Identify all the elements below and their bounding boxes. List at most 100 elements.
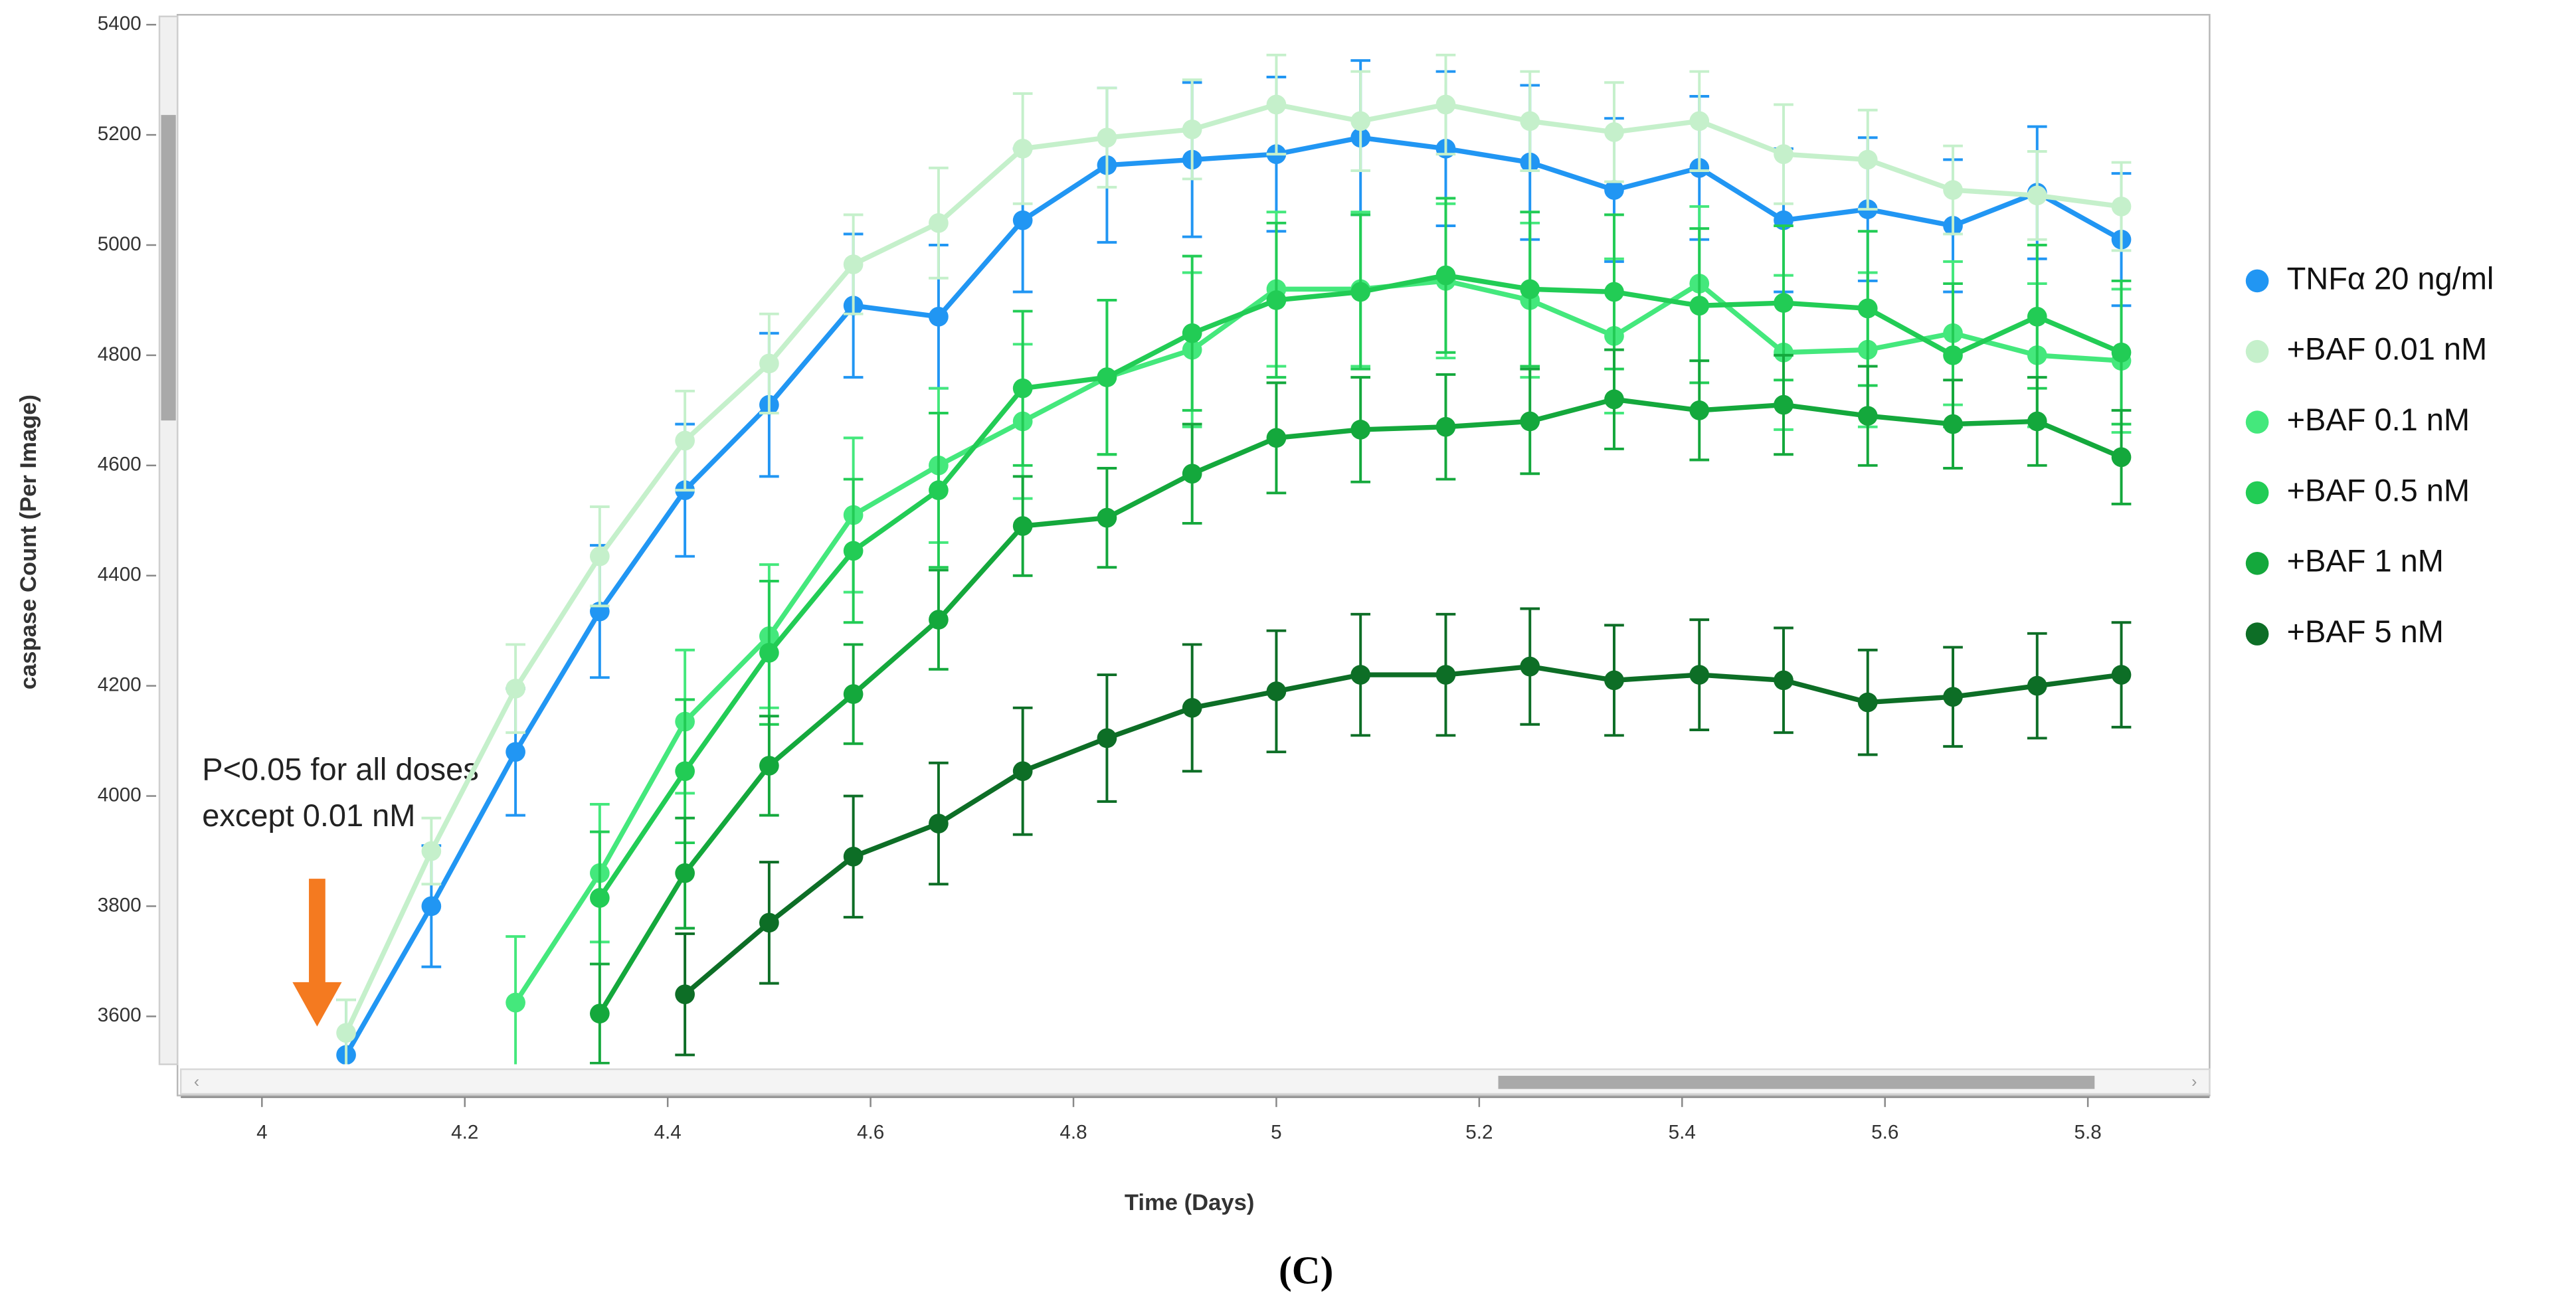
data-point — [1604, 282, 1624, 302]
data-point — [1350, 111, 1371, 131]
plot-area — [336, 53, 2132, 1065]
y-tick-label: 3800 — [98, 894, 141, 916]
data-point — [336, 1023, 356, 1043]
caption: (C) — [1279, 1249, 1333, 1292]
data-point — [1520, 111, 1540, 131]
data-point — [2111, 342, 2132, 363]
data-point — [1689, 296, 1710, 316]
data-point — [1774, 394, 1794, 415]
data-point — [1943, 180, 1963, 200]
legend-label: TNFα 20 ng/ml — [2287, 260, 2494, 296]
data-point — [2027, 307, 2047, 327]
data-point — [1266, 290, 1287, 310]
data-point — [1689, 400, 1710, 420]
h-scroll-thumb[interactable] — [1498, 1075, 2095, 1089]
data-point — [929, 213, 949, 233]
x-tick-label: 4.2 — [451, 1121, 478, 1143]
data-point — [2111, 665, 2132, 685]
x-tick-label: 5.2 — [1465, 1121, 1493, 1143]
data-point — [1857, 692, 1878, 713]
y-tick-label: 4200 — [98, 673, 141, 695]
y-tick-label: 5000 — [98, 233, 141, 255]
x-axis-title: Time (Days) — [1125, 1190, 1255, 1215]
x-tick-label: 5.4 — [1669, 1121, 1696, 1143]
legend-marker — [2245, 481, 2269, 505]
data-point — [1520, 656, 1540, 677]
y-tick-label: 4000 — [98, 784, 141, 806]
y-tick-label: 5400 — [98, 13, 141, 35]
data-point — [1520, 411, 1540, 432]
annotation-line: except 0.01 nM — [202, 798, 415, 833]
legend-marker — [2245, 410, 2269, 434]
data-point — [929, 307, 949, 327]
x-tick-label: 4 — [256, 1121, 268, 1143]
data-point — [675, 430, 695, 451]
data-point — [1857, 406, 1878, 426]
data-point — [1435, 94, 1456, 115]
x-tick-label: 4.8 — [1059, 1121, 1087, 1143]
data-point — [1604, 122, 1624, 142]
legend-marker — [2245, 551, 2269, 575]
legend-label: +BAF 0.5 nM — [2287, 472, 2470, 507]
series-line — [683, 663, 2122, 997]
data-point — [1943, 687, 1963, 707]
data-point — [843, 846, 864, 867]
arrow — [292, 879, 342, 1027]
y-tick-label: 3600 — [98, 1004, 141, 1026]
data-point — [1943, 414, 1963, 434]
data-point — [1182, 464, 1202, 484]
data-point — [1435, 416, 1456, 437]
data-point — [421, 841, 442, 861]
y-tick-label: 4400 — [98, 564, 141, 586]
data-point — [1012, 138, 1033, 159]
data-point — [1266, 681, 1287, 701]
v-scroll-thumb[interactable] — [161, 115, 176, 421]
data-point — [590, 888, 610, 908]
data-point — [843, 684, 864, 704]
legend-label: +BAF 0.01 nM — [2287, 331, 2488, 367]
x-tick-label: 4.4 — [654, 1121, 682, 1143]
x-tick-label: 5.6 — [1871, 1121, 1898, 1143]
data-point — [590, 1004, 610, 1024]
series-line — [513, 278, 2122, 1004]
data-point — [1774, 144, 1794, 164]
data-point — [1012, 210, 1033, 230]
data-point — [1266, 94, 1287, 115]
data-point — [421, 896, 442, 917]
data-point — [1435, 265, 1456, 286]
data-point — [1857, 298, 1878, 319]
data-point — [1689, 111, 1710, 131]
data-point — [929, 610, 949, 630]
data-point — [1689, 665, 1710, 685]
data-point — [843, 254, 864, 274]
data-point — [506, 992, 525, 1013]
y-tick-label: 4800 — [98, 343, 141, 365]
data-point — [1774, 670, 1794, 691]
data-point — [1604, 670, 1624, 691]
x-tick-label: 5 — [1271, 1121, 1282, 1143]
data-point — [759, 643, 779, 663]
y-axis-title: caspase Count (Per Image) — [16, 394, 41, 689]
data-point — [1012, 378, 1033, 398]
data-point — [506, 742, 525, 762]
y-tick-label: 4600 — [98, 454, 141, 476]
data-point — [1520, 279, 1540, 300]
data-point — [1097, 367, 1117, 387]
legend-marker — [2245, 339, 2269, 363]
data-point — [1350, 282, 1371, 302]
data-point — [506, 678, 525, 699]
scroll-right-arrow[interactable]: › — [2191, 1073, 2197, 1091]
data-point — [759, 353, 779, 374]
data-point — [1097, 728, 1117, 748]
x-tick-label: 5.8 — [2074, 1121, 2102, 1143]
data-point — [1097, 128, 1117, 148]
legend-marker — [2245, 269, 2269, 293]
data-point — [1350, 420, 1371, 440]
annotation-line: P<0.05 for all doses — [202, 752, 478, 787]
data-point — [590, 546, 610, 567]
data-point — [2027, 185, 2047, 206]
data-point — [1182, 697, 1202, 718]
data-point — [1350, 665, 1371, 685]
data-point — [929, 480, 949, 500]
scroll-left-arrow[interactable]: ‹ — [194, 1073, 199, 1091]
